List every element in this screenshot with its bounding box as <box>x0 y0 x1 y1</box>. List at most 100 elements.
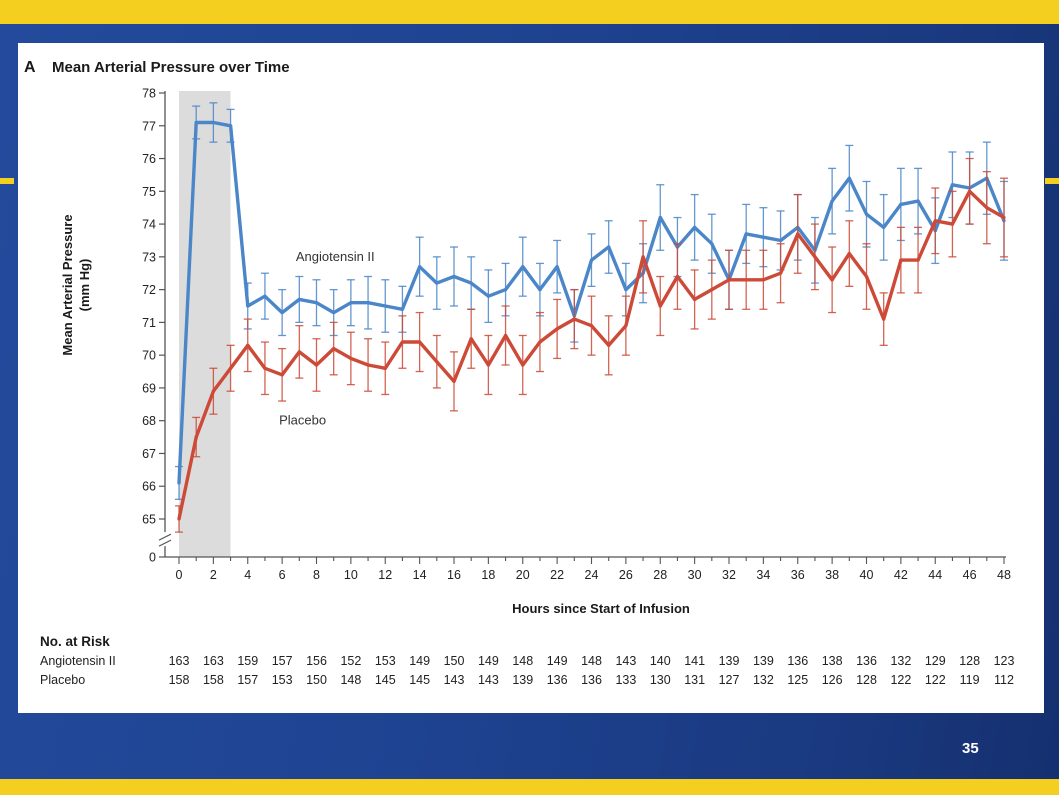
data-point <box>418 340 422 344</box>
data-point <box>847 176 851 180</box>
data-point <box>864 274 869 279</box>
series-label: Placebo <box>279 413 326 428</box>
data-point <box>675 274 680 279</box>
risk-value: 157 <box>272 654 293 668</box>
data-point <box>177 517 181 521</box>
risk-value: 158 <box>203 673 224 687</box>
data-point <box>263 294 267 298</box>
data-point <box>778 238 783 243</box>
data-point <box>555 327 559 331</box>
y-tick-label: 67 <box>142 447 156 461</box>
risk-value: 153 <box>272 673 293 687</box>
risk-value: 145 <box>409 673 430 687</box>
y-tick-label: 74 <box>142 218 156 232</box>
data-point <box>452 274 456 279</box>
data-point <box>607 343 611 347</box>
data-point <box>400 307 405 311</box>
data-point <box>830 278 834 282</box>
x-tick-label: 4 <box>244 568 251 582</box>
data-point <box>246 304 250 308</box>
y-tick-label: 68 <box>142 414 156 428</box>
risk-value: 139 <box>719 654 740 668</box>
x-tick-label: 36 <box>791 568 805 582</box>
y-tick-label: 65 <box>142 513 156 527</box>
x-tick-label: 22 <box>550 568 564 582</box>
risk-value: 132 <box>753 673 774 687</box>
risk-value: 128 <box>856 673 877 687</box>
risk-value: 149 <box>547 654 568 668</box>
data-point <box>452 379 456 383</box>
y-tick-label: 72 <box>142 283 156 297</box>
y-tick-label: 0 <box>149 551 156 565</box>
risk-value: 133 <box>615 673 636 687</box>
data-point <box>710 242 714 246</box>
data-point <box>503 288 508 292</box>
data-point <box>418 265 422 269</box>
x-axis-label: Hours since Start of Infusion <box>512 601 690 616</box>
risk-value: 148 <box>581 654 602 668</box>
data-point <box>641 255 645 259</box>
risk-value: 148 <box>340 673 361 687</box>
risk-row-label: Angiotensin II <box>40 654 116 668</box>
y-tick-label: 66 <box>142 480 156 494</box>
risk-value: 145 <box>375 673 396 687</box>
data-point <box>194 120 198 125</box>
data-point <box>366 363 370 367</box>
data-point <box>263 366 267 370</box>
risk-value: 159 <box>237 654 258 668</box>
risk-value: 158 <box>169 673 190 687</box>
bottom-yellow-band <box>0 779 1059 795</box>
data-point <box>950 183 955 187</box>
x-tick-label: 26 <box>619 568 633 582</box>
top-yellow-band <box>0 0 1059 24</box>
x-tick-label: 18 <box>481 568 495 582</box>
y-axis-break-mark <box>158 533 172 541</box>
data-point <box>796 232 800 236</box>
data-point <box>349 356 353 361</box>
data-point <box>383 366 387 370</box>
data-point <box>572 317 576 321</box>
data-point <box>693 297 697 302</box>
data-point <box>314 301 319 305</box>
x-tick-label: 14 <box>413 568 427 582</box>
left-accent-mark <box>0 178 14 184</box>
risk-table: No. at Risk Angiotensin II 163 163 159 157 15… <box>40 634 1014 687</box>
x-tick-label: 40 <box>860 568 874 582</box>
series-placebo <box>175 157 1008 533</box>
data-point <box>228 366 233 370</box>
y-tick-label: 76 <box>142 152 156 166</box>
data-point <box>658 215 662 220</box>
data-point <box>400 340 405 344</box>
risk-value: 152 <box>340 654 361 668</box>
risk-value: 148 <box>512 654 533 668</box>
y-axis-label: (mm Hg) <box>77 259 92 312</box>
y-tick-label: 73 <box>142 250 156 264</box>
x-tick-label: 16 <box>447 568 461 582</box>
risk-row-label: Placebo <box>40 673 85 687</box>
data-point <box>521 363 525 367</box>
data-point <box>538 288 542 292</box>
risk-value: 136 <box>787 654 808 668</box>
data-point <box>589 324 594 328</box>
risk-value: 129 <box>925 654 946 668</box>
data-point <box>933 219 937 223</box>
data-point <box>847 251 851 256</box>
data-point <box>555 265 559 269</box>
x-tick-label: 44 <box>928 568 942 582</box>
data-point <box>486 294 490 298</box>
chart-title: Mean Arterial Pressure over Time <box>52 59 290 76</box>
data-point <box>607 245 611 249</box>
risk-value: 122 <box>890 673 911 687</box>
y-tick-label: 71 <box>142 316 156 330</box>
data-point <box>349 301 353 305</box>
data-point <box>211 120 215 125</box>
risk-value: 149 <box>409 654 430 668</box>
data-point <box>882 225 886 229</box>
risk-value: 157 <box>237 673 258 687</box>
y-tick-label: 70 <box>142 349 156 363</box>
risk-value: 153 <box>375 654 396 668</box>
data-point <box>950 222 955 226</box>
data-point <box>314 363 319 367</box>
risk-value: 143 <box>615 654 636 668</box>
data-point <box>968 189 972 193</box>
